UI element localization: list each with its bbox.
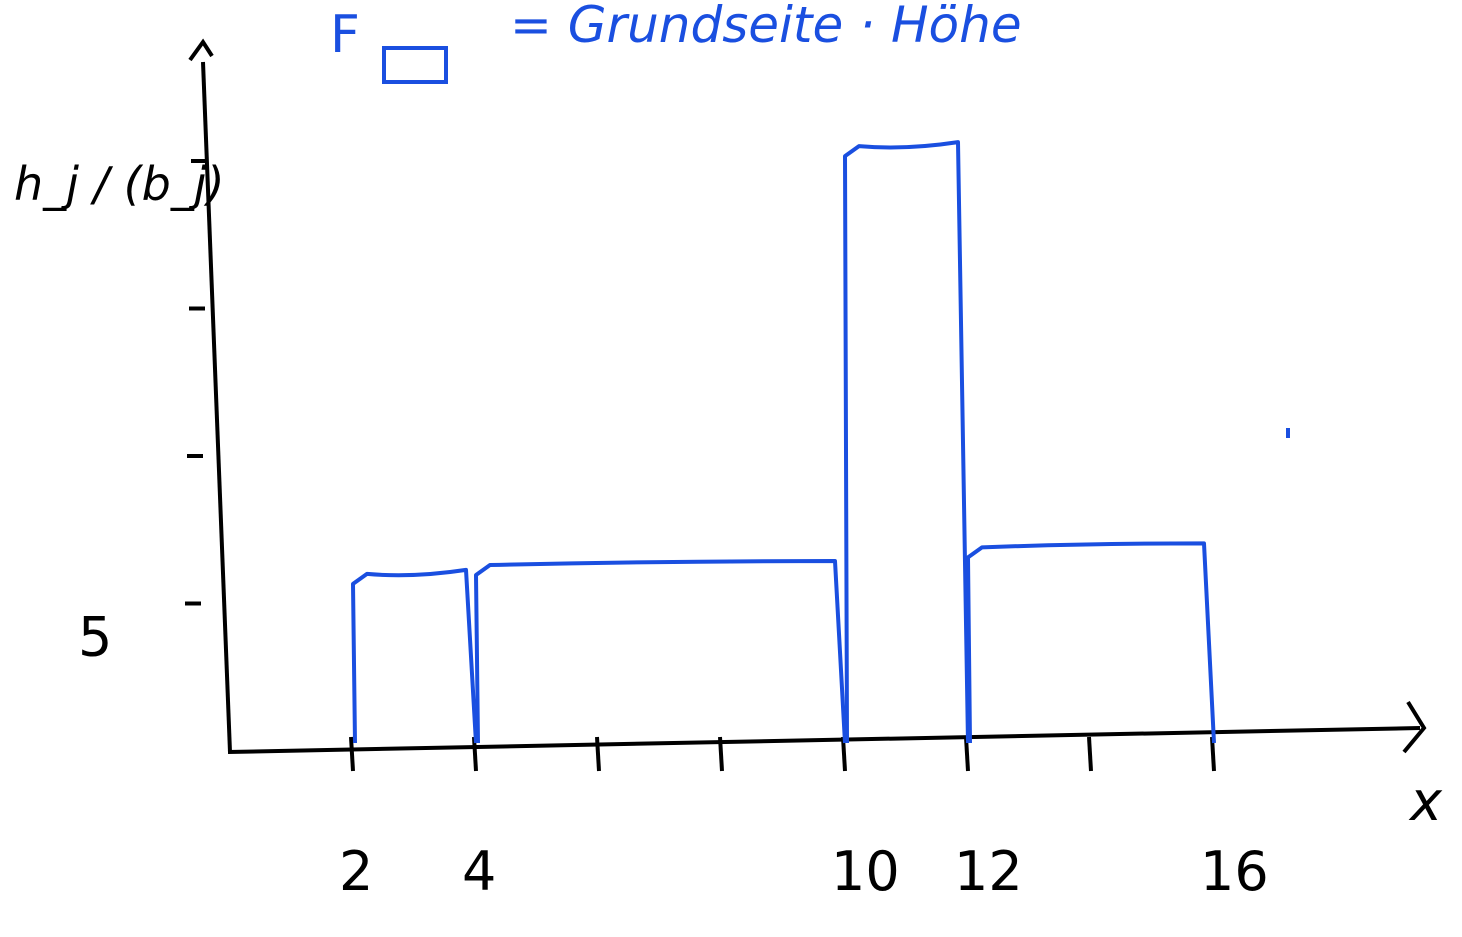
x-tick-labels: 2 4 10 12 16 xyxy=(339,840,1269,903)
histogram-bars xyxy=(351,140,1290,744)
y-tick-labels: 5 xyxy=(78,606,112,669)
y-axis-label: h_j / (b_j) xyxy=(14,157,225,211)
x-tick-label: 16 xyxy=(1200,840,1269,903)
x-tick xyxy=(718,736,724,772)
histogram-bar xyxy=(843,140,970,744)
formula-annotation: F = Grundseite · Höhe xyxy=(330,0,1022,84)
y-axis-label-text: h_j / (b_j) xyxy=(14,157,225,211)
histogram-bar xyxy=(966,541,1216,744)
x-tick-label: 2 xyxy=(339,840,373,903)
formula-symbol: F xyxy=(330,5,360,65)
x-axis-arrow-icon xyxy=(1402,700,1427,754)
y-axis-arrow-icon xyxy=(188,38,214,62)
histogram-bar xyxy=(474,559,847,744)
axis-ticks xyxy=(185,159,1216,772)
x-tick xyxy=(595,736,601,772)
histogram-bar xyxy=(351,567,478,744)
x-tick-label: 12 xyxy=(954,840,1023,903)
x-tick-label: 10 xyxy=(831,840,900,903)
formula-text: = Grundseite · Höhe xyxy=(510,0,1022,54)
y-axis-line xyxy=(201,61,232,753)
y-tick-label: 5 xyxy=(78,606,112,669)
x-axis-label: x xyxy=(1408,770,1443,833)
x-tick-label: 4 xyxy=(462,840,496,903)
x-tick xyxy=(1087,736,1093,772)
x-axis-line xyxy=(227,726,1421,754)
square-subscript-icon xyxy=(382,46,448,84)
x-tick xyxy=(349,736,355,772)
